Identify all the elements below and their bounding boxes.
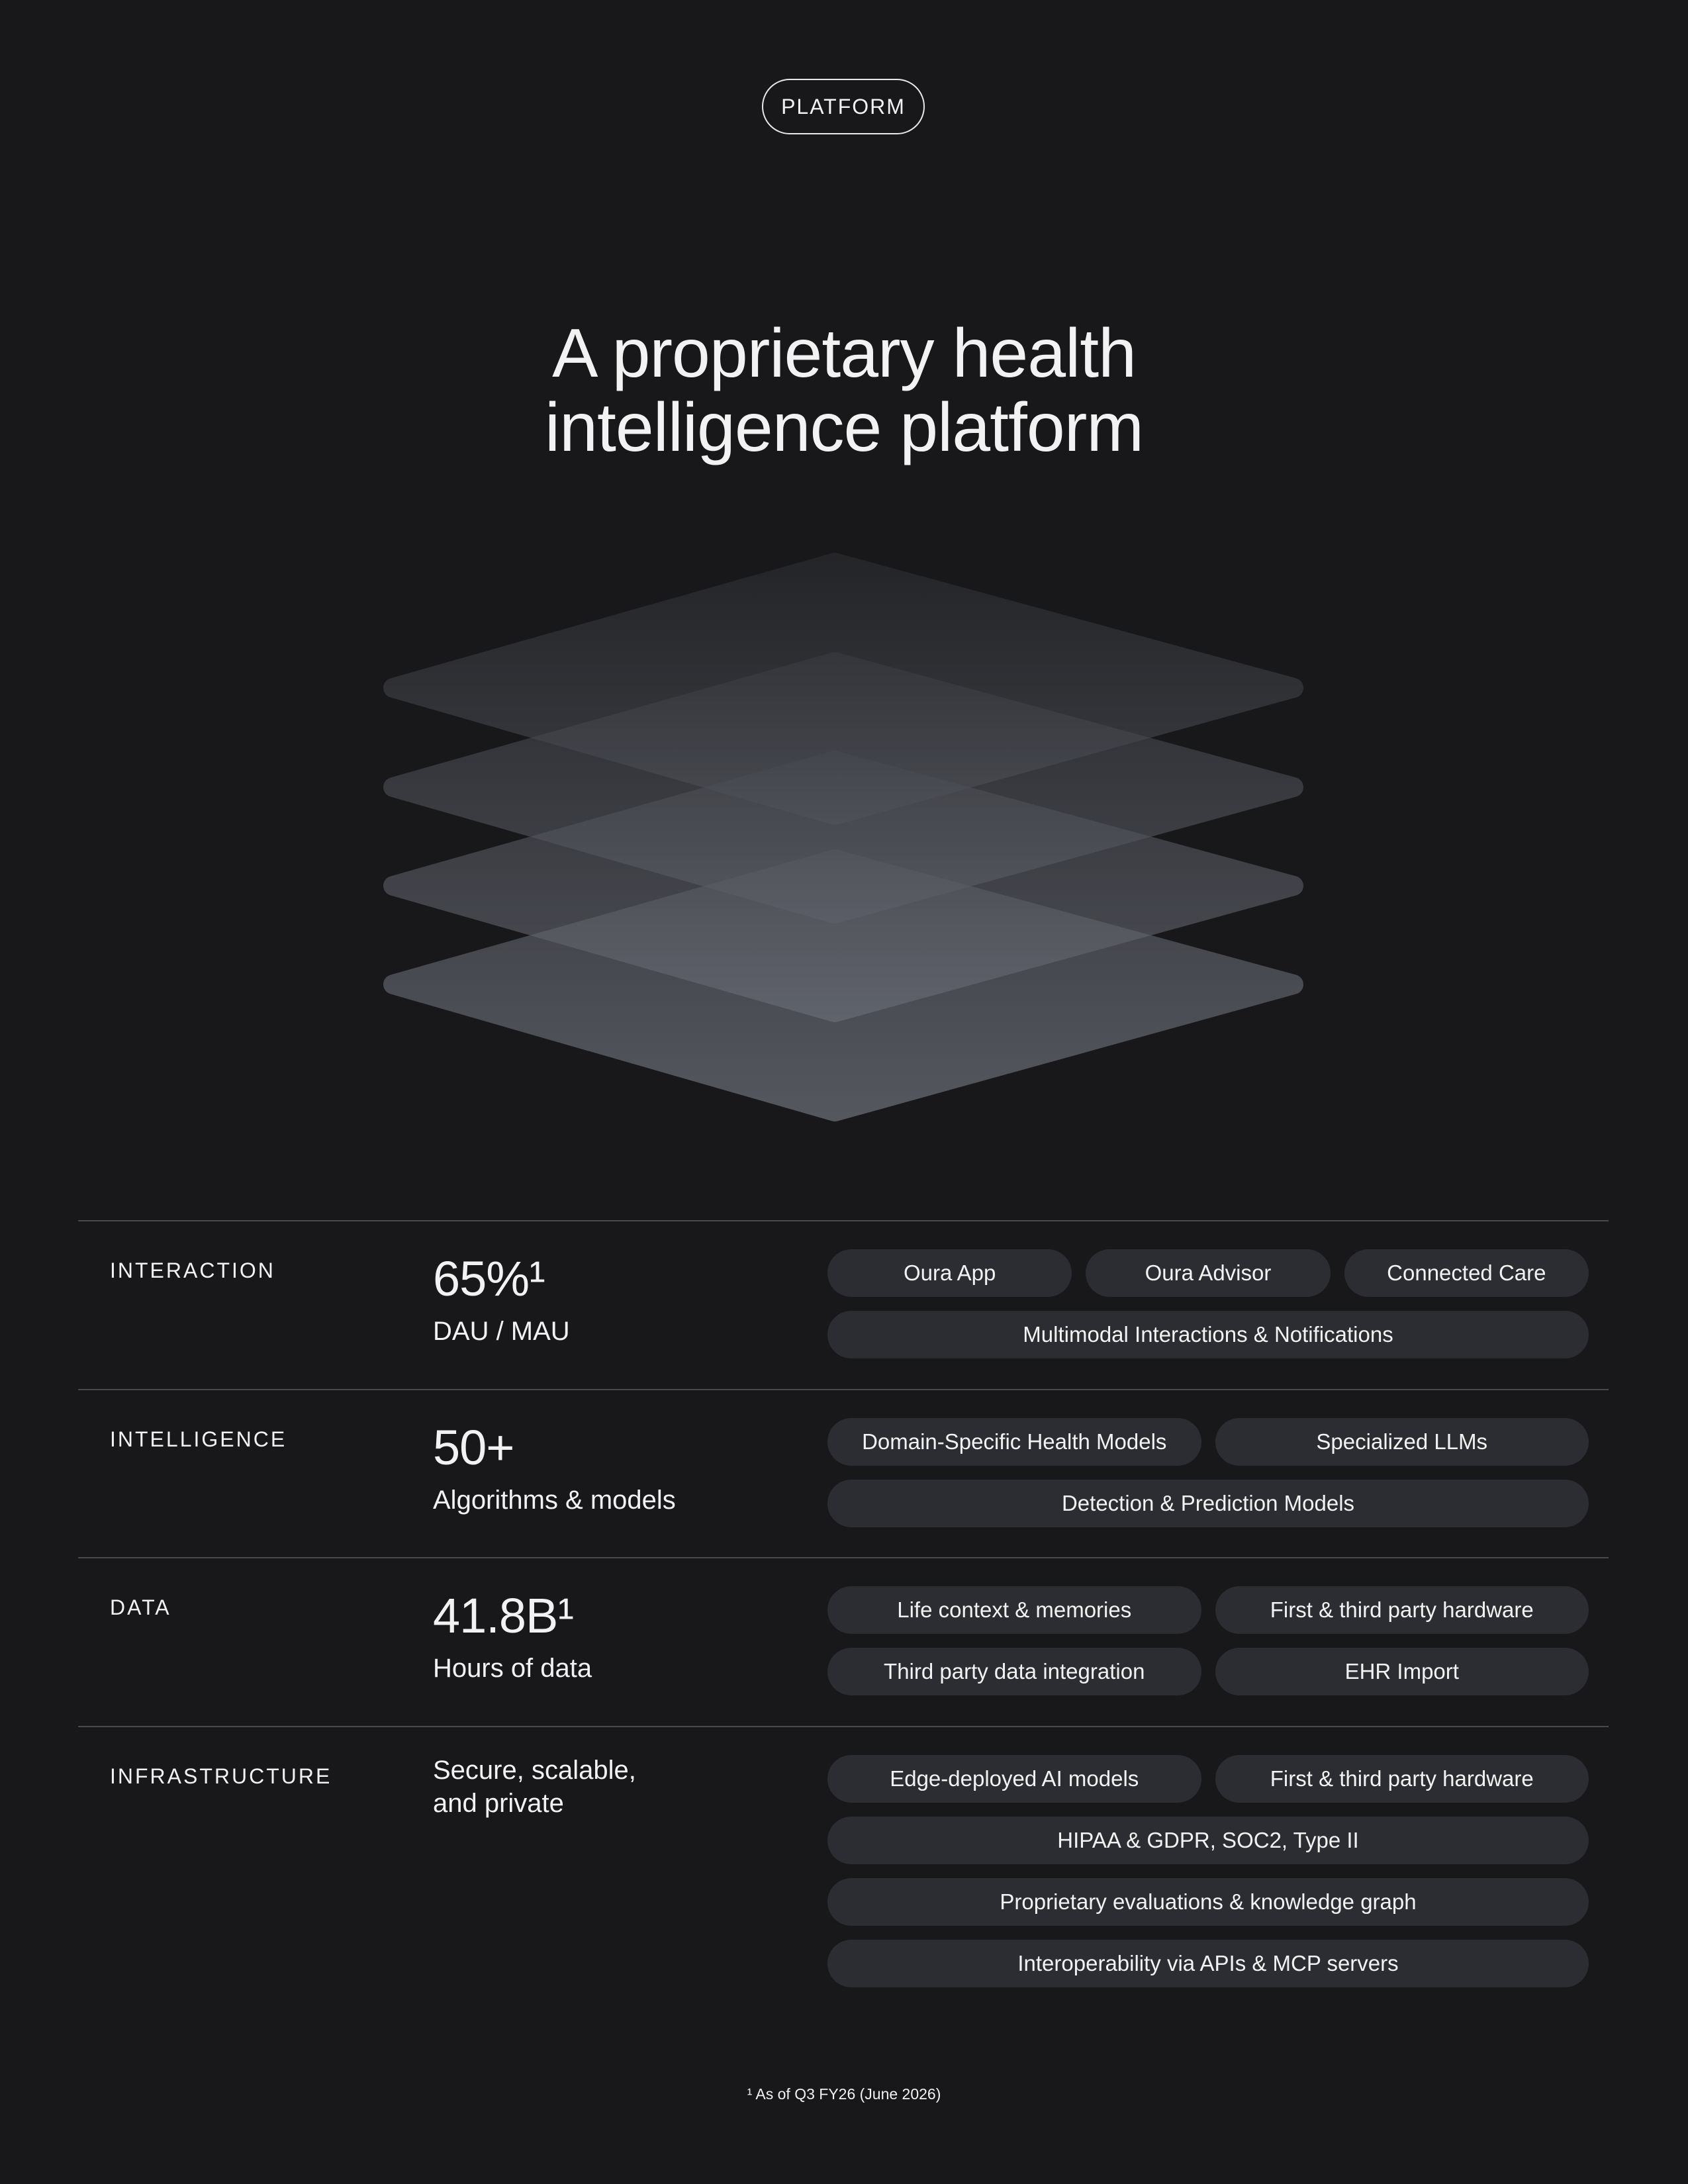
stat-caption: Hours of data xyxy=(433,1654,592,1683)
page-title: A proprietary health intelligence platfor… xyxy=(0,316,1688,465)
layer xyxy=(383,849,1303,1121)
capability-pill: Interoperability via APIs & MCP servers xyxy=(827,1940,1589,1987)
capability-pill: Third party data integration xyxy=(827,1648,1201,1695)
capability-pills: Oura App Oura Advisor Connected Care Multim… xyxy=(827,1249,1589,1358)
platform-section: DATA 41.8B¹ Hours of data Life context & me… xyxy=(78,1557,1609,1727)
platform-section: INTERACTION 65%¹ DAU / MAU Oura App Oura Adv… xyxy=(78,1220,1609,1390)
platform-section: INTELLIGENCE 50+ Algorithms & models Domain… xyxy=(78,1389,1609,1558)
capability-pill: Edge-deployed AI models xyxy=(827,1755,1201,1803)
section-description: Secure, scalable, and private xyxy=(433,1754,636,1820)
title-line: intelligence platform xyxy=(545,389,1144,466)
capability-pill: First & third party hardware xyxy=(1215,1586,1589,1634)
title-line: A proprietary health xyxy=(552,315,1137,392)
capability-pill: First & third party hardware xyxy=(1215,1755,1589,1803)
section-label: DATA xyxy=(110,1595,171,1619)
stat-value: 65%¹ xyxy=(433,1251,545,1306)
capability-pill: Proprietary evaluations & knowledge grap… xyxy=(827,1878,1589,1926)
section-label: INTERACTION xyxy=(110,1258,275,1282)
capability-pill: Oura Advisor xyxy=(1086,1249,1331,1297)
stat-caption: Algorithms & models xyxy=(433,1486,676,1515)
capability-pill: Multimodal Interactions & Notifications xyxy=(827,1311,1589,1358)
stat-value: 41.8B¹ xyxy=(433,1588,574,1643)
pill-row: Proprietary evaluations & knowledge grap… xyxy=(827,1878,1589,1926)
platform-section: INFRASTRUCTURE Secure, scalable, and priva… xyxy=(78,1726,1609,1987)
pill-row: Third party data integration EHR Import xyxy=(827,1648,1589,1695)
capability-pill: HIPAA & GDPR, SOC2, Type II xyxy=(827,1817,1589,1864)
capability-pill: Oura App xyxy=(827,1249,1072,1297)
pill-row: Edge-deployed AI models First & third par… xyxy=(827,1755,1589,1803)
section-badge: PLATFORM xyxy=(762,79,925,134)
section-label: INFRASTRUCTURE xyxy=(110,1764,332,1788)
pill-row: Life context & memories First & third par… xyxy=(827,1586,1589,1634)
capability-pill: Life context & memories xyxy=(827,1586,1201,1634)
description-line: Secure, scalable, xyxy=(433,1756,636,1785)
capability-pill: Connected Care xyxy=(1344,1249,1589,1297)
pill-row: Multimodal Interactions & Notifications xyxy=(827,1311,1589,1358)
capability-pill: Specialized LLMs xyxy=(1215,1418,1589,1466)
pill-row: Domain-Specific Health Models Specialized… xyxy=(827,1418,1589,1466)
capability-pill: EHR Import xyxy=(1215,1648,1589,1695)
pill-row: Oura App Oura Advisor Connected Care xyxy=(827,1249,1589,1297)
pill-row: Detection & Prediction Models xyxy=(827,1480,1589,1527)
footnote: ¹ As of Q3 FY26 (June 2026) xyxy=(747,2085,941,2103)
stat-value: 50+ xyxy=(433,1420,515,1475)
capability-pills: Life context & memories First & third par… xyxy=(827,1586,1589,1695)
capability-pills: Edge-deployed AI models First & third par… xyxy=(827,1755,1589,1987)
pill-row: Interoperability via APIs & MCP servers xyxy=(827,1940,1589,1987)
description-line: and private xyxy=(433,1789,564,1818)
capability-pills: Domain-Specific Health Models Specialized… xyxy=(827,1418,1589,1527)
pill-row: HIPAA & GDPR, SOC2, Type II xyxy=(827,1817,1589,1864)
layer-stack-illustration xyxy=(383,553,1303,1121)
capability-pill: Domain-Specific Health Models xyxy=(827,1418,1201,1466)
capability-pill: Detection & Prediction Models xyxy=(827,1480,1589,1527)
stat-caption: DAU / MAU xyxy=(433,1317,570,1346)
section-label: INTELLIGENCE xyxy=(110,1427,287,1451)
